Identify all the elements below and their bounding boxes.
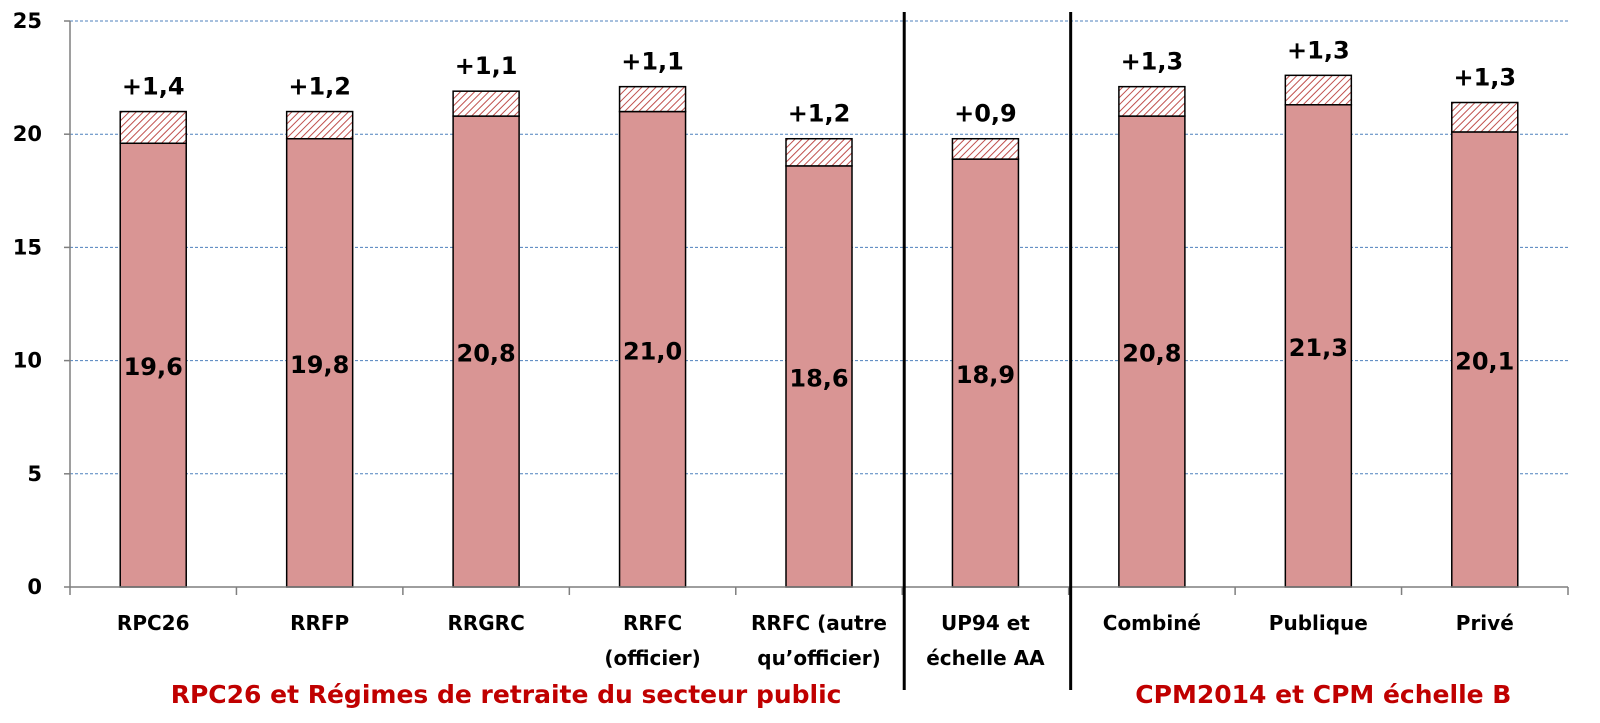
bar-increment-label: +0,9	[954, 100, 1017, 128]
bar-increment-label: +1,3	[1121, 48, 1184, 76]
bar-increment-label: +1,3	[1287, 36, 1350, 64]
bar-increment	[951, 137, 1020, 160]
bar-increment	[1451, 101, 1519, 133]
bar-increment	[452, 90, 520, 117]
bar-increment	[785, 137, 853, 167]
bar-base	[285, 137, 354, 588]
labels: 0 5 10 15 20 25 19,6 +1,4 RPC26 19,8 +1,2 RRFP 20,8 +…	[13, 9, 1516, 709]
bar-base	[951, 158, 1020, 588]
y-tick-label: 15	[13, 235, 42, 259]
x-category-label: échelle AA	[926, 646, 1045, 670]
bars	[119, 74, 1519, 588]
bar-value-label: 19,6	[124, 353, 183, 381]
y-tick-label: 0	[27, 575, 42, 599]
y-tick-label: 25	[13, 9, 42, 33]
group-label: CPM2014 et CPM échelle B	[1135, 680, 1511, 709]
bar-value-label: 18,9	[956, 361, 1015, 389]
x-category-label: (officier)	[604, 646, 700, 670]
bar-increment-label: +1,2	[288, 73, 351, 101]
bar-increment	[1284, 74, 1353, 106]
x-category-label: Combiné	[1103, 611, 1201, 635]
x-category-label: UP94 et	[941, 611, 1030, 635]
group-label: RPC26 et Régimes de retraite du secteur …	[171, 680, 842, 709]
x-category-label: RRGRC	[447, 611, 524, 635]
bar-base	[618, 110, 687, 588]
bar-value-label: 20,1	[1455, 347, 1514, 375]
bar-value-label: 20,8	[1122, 340, 1181, 368]
bar-value-label: 20,8	[457, 340, 516, 368]
bar-value-label: 21,0	[623, 337, 682, 365]
bar-base	[1284, 104, 1353, 588]
x-category-label: RRFC	[623, 611, 682, 635]
bar-base	[785, 165, 853, 588]
bar-increment-label: +1,2	[788, 100, 851, 128]
axes	[64, 12, 1569, 690]
x-category-label: RRFC (autre	[751, 611, 887, 635]
bar-value-label: 19,8	[290, 351, 349, 379]
y-tick-label: 5	[27, 462, 42, 486]
bar-increment	[1118, 85, 1186, 117]
bar-increment	[285, 110, 354, 140]
bar-increment-label: +1,1	[621, 48, 684, 76]
bar-base	[119, 142, 187, 588]
x-category-label: RPC26	[117, 611, 190, 635]
bar-value-label: 21,3	[1289, 334, 1348, 362]
y-tick-label: 20	[13, 122, 42, 146]
y-tick-label: 10	[13, 349, 42, 373]
x-category-label: qu’officier)	[757, 646, 880, 670]
x-category-label: Publique	[1269, 611, 1368, 635]
x-category-label: RRFP	[290, 611, 349, 635]
bar-value-label: 18,6	[789, 364, 848, 392]
bar-increment	[618, 85, 687, 113]
x-category-label: Privé	[1456, 611, 1514, 635]
bar-increment-label: +1,3	[1453, 64, 1516, 92]
bar-increment-label: +1,4	[122, 73, 185, 101]
bar-increment-label: +1,1	[455, 52, 518, 80]
bar-increment	[119, 110, 187, 145]
